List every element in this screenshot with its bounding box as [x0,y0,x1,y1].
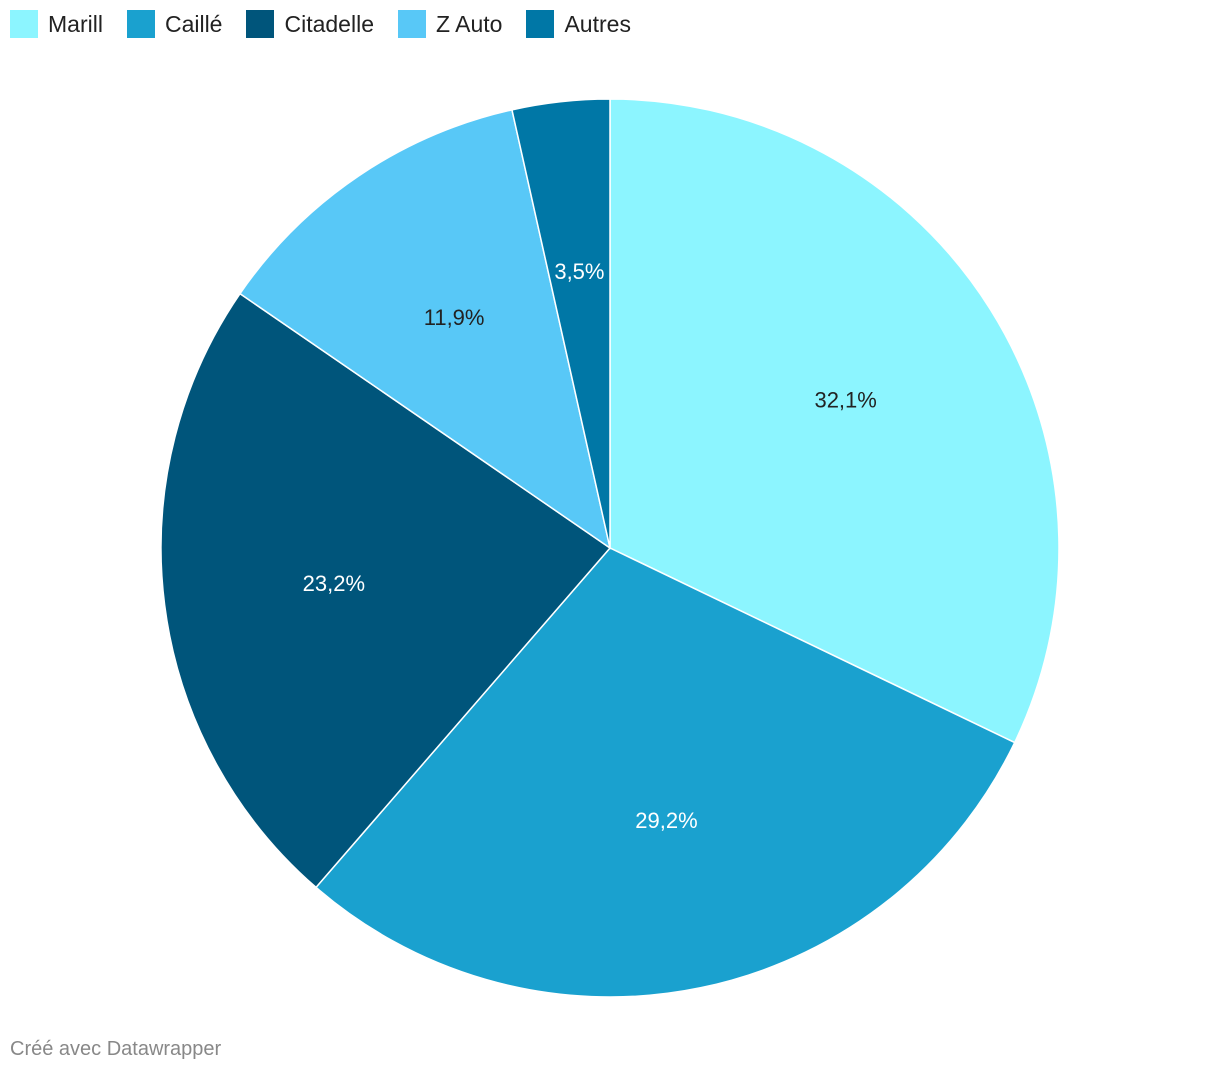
slice-label-autres: 3,5% [554,259,604,284]
pie-slice-autres [511,98,611,549]
legend-item-autres: Autres [526,10,631,38]
pie-slice-citadelle [160,292,612,889]
legend-item-z-auto: Z Auto [397,10,503,38]
legend-swatch-z-auto [397,10,426,38]
legend-swatch-autres [526,10,555,38]
footer-credit: Créé avec Datawrapper [10,1038,222,1060]
legend: Marill Caillé Citadelle Z Auto Autres [10,9,655,39]
pie-slice-z-auto [238,108,612,550]
legend-item-marill: Marill [10,10,103,38]
pie-slice-caille [314,547,1016,998]
legend-item-caille: Caillé [126,10,223,38]
legend-label-citadelle: Citadelle [284,10,374,37]
legend-label-caille: Caillé [164,10,223,37]
slice-label-caille: 29,2% [635,808,697,833]
legend-swatch-citadelle [246,10,275,38]
slice-label-marill: 32,1% [814,387,876,412]
legend-label-z-auto: Z Auto [435,10,503,37]
legend-swatch-marill [10,10,38,38]
legend-label-autres: Autres [564,10,631,37]
legend-label-marill: Marill [48,10,103,37]
pie-slice-marill [609,98,1060,744]
legend-item-citadelle: Citadelle [246,10,374,38]
legend-swatch-caille [126,10,155,38]
slice-label-z-auto: 11,9% [424,305,485,330]
slice-label-citadelle: 23,2% [303,571,365,596]
